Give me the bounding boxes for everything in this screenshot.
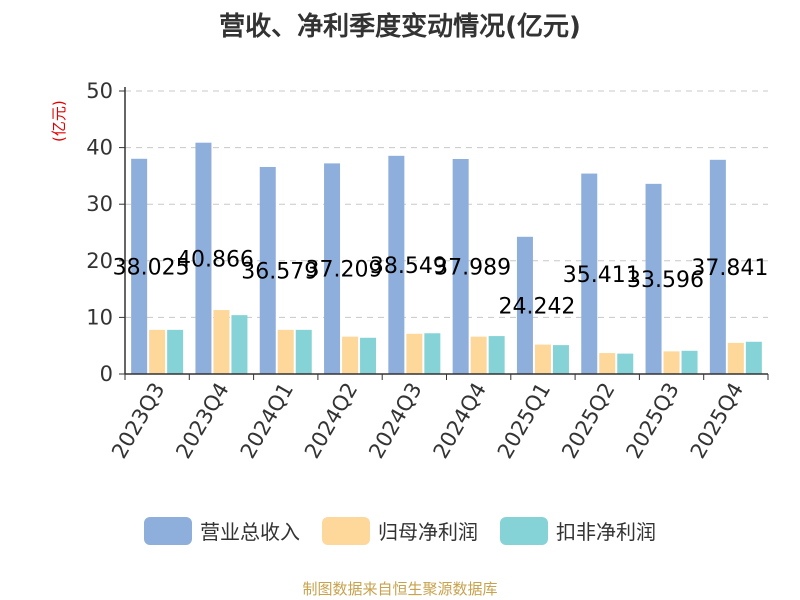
- bar: [342, 336, 359, 374]
- data-source-note: 制图数据来自恒生聚源数据库: [302, 580, 498, 598]
- bar: [745, 341, 762, 374]
- legend-label-revenue: 营业总收入: [200, 520, 300, 544]
- bar: [470, 336, 487, 374]
- data-label: 37.989: [434, 255, 511, 280]
- bar: [388, 155, 405, 374]
- bar: [406, 333, 423, 374]
- bar: [324, 163, 341, 374]
- bar: [131, 158, 148, 374]
- bar: [295, 329, 312, 374]
- data-label: 36.579: [241, 259, 318, 284]
- bar: [599, 353, 616, 374]
- bar: [149, 329, 166, 374]
- bar: [195, 142, 212, 374]
- x-tick-label: 2025Q4: [686, 379, 748, 463]
- bar: [663, 351, 680, 374]
- legend-swatch-deducted-profit: [500, 516, 548, 545]
- legend-swatch-net-profit: [322, 516, 370, 545]
- x-tick-label: 2025Q1: [493, 379, 555, 463]
- x-tick-label: 2024Q2: [300, 379, 362, 463]
- data-label: 40.866: [177, 247, 254, 272]
- x-tick-label: 2023Q4: [171, 379, 233, 463]
- bar: [360, 337, 377, 374]
- legend-item-revenue[interactable]: 营业总收入: [144, 516, 300, 545]
- y-tick-label: 20: [86, 249, 113, 273]
- data-label: 38.549: [370, 254, 447, 279]
- legend-label-net-profit: 归母净利润: [378, 520, 478, 544]
- bar: [581, 173, 598, 374]
- legend: 营业总收入 归母净利润 扣非净利润: [0, 516, 800, 545]
- bar: [617, 353, 634, 374]
- bar: [516, 236, 533, 374]
- data-label: 35.411: [563, 263, 640, 288]
- x-tick-label: 2023Q3: [107, 379, 169, 463]
- data-label: 38.025: [113, 255, 190, 280]
- bar: [231, 315, 248, 374]
- chart-title: 营收、净利季度变动情况(亿元): [219, 12, 581, 42]
- bar: [727, 342, 744, 374]
- x-tick-label: 2024Q1: [236, 379, 298, 463]
- bar: [259, 166, 276, 374]
- bar: [167, 329, 184, 374]
- y-tick-label: 50: [86, 79, 113, 103]
- bar: [645, 183, 662, 374]
- y-tick-label: 10: [86, 305, 113, 329]
- legend-item-net-profit[interactable]: 归母净利润: [322, 516, 478, 545]
- data-label: 24.242: [498, 294, 575, 319]
- y-tick-label: 0: [100, 362, 113, 386]
- legend-label-deducted-profit: 扣非净利润: [556, 520, 656, 544]
- legend-item-deducted-profit[interactable]: 扣非净利润: [500, 516, 656, 545]
- bar: [681, 350, 698, 374]
- bar: [424, 333, 441, 374]
- x-tick-label: 2025Q2: [557, 379, 619, 463]
- bar: [534, 344, 551, 374]
- y-tick-label: 40: [86, 136, 113, 160]
- y-tick-label: 30: [86, 192, 113, 216]
- bar: [552, 345, 569, 374]
- bar: [452, 158, 469, 374]
- data-label: 37.209: [306, 258, 383, 283]
- data-label: 33.596: [627, 268, 704, 293]
- bar: [488, 336, 505, 374]
- legend-swatch-revenue: [144, 516, 192, 545]
- x-tick-label: 2024Q3: [364, 379, 426, 463]
- bar: [213, 310, 230, 374]
- bar: [277, 329, 294, 374]
- x-tick-label: 2024Q4: [429, 379, 491, 463]
- x-tick-label: 2025Q3: [621, 379, 683, 463]
- data-label: 37.841: [691, 256, 768, 281]
- bar: [709, 159, 726, 374]
